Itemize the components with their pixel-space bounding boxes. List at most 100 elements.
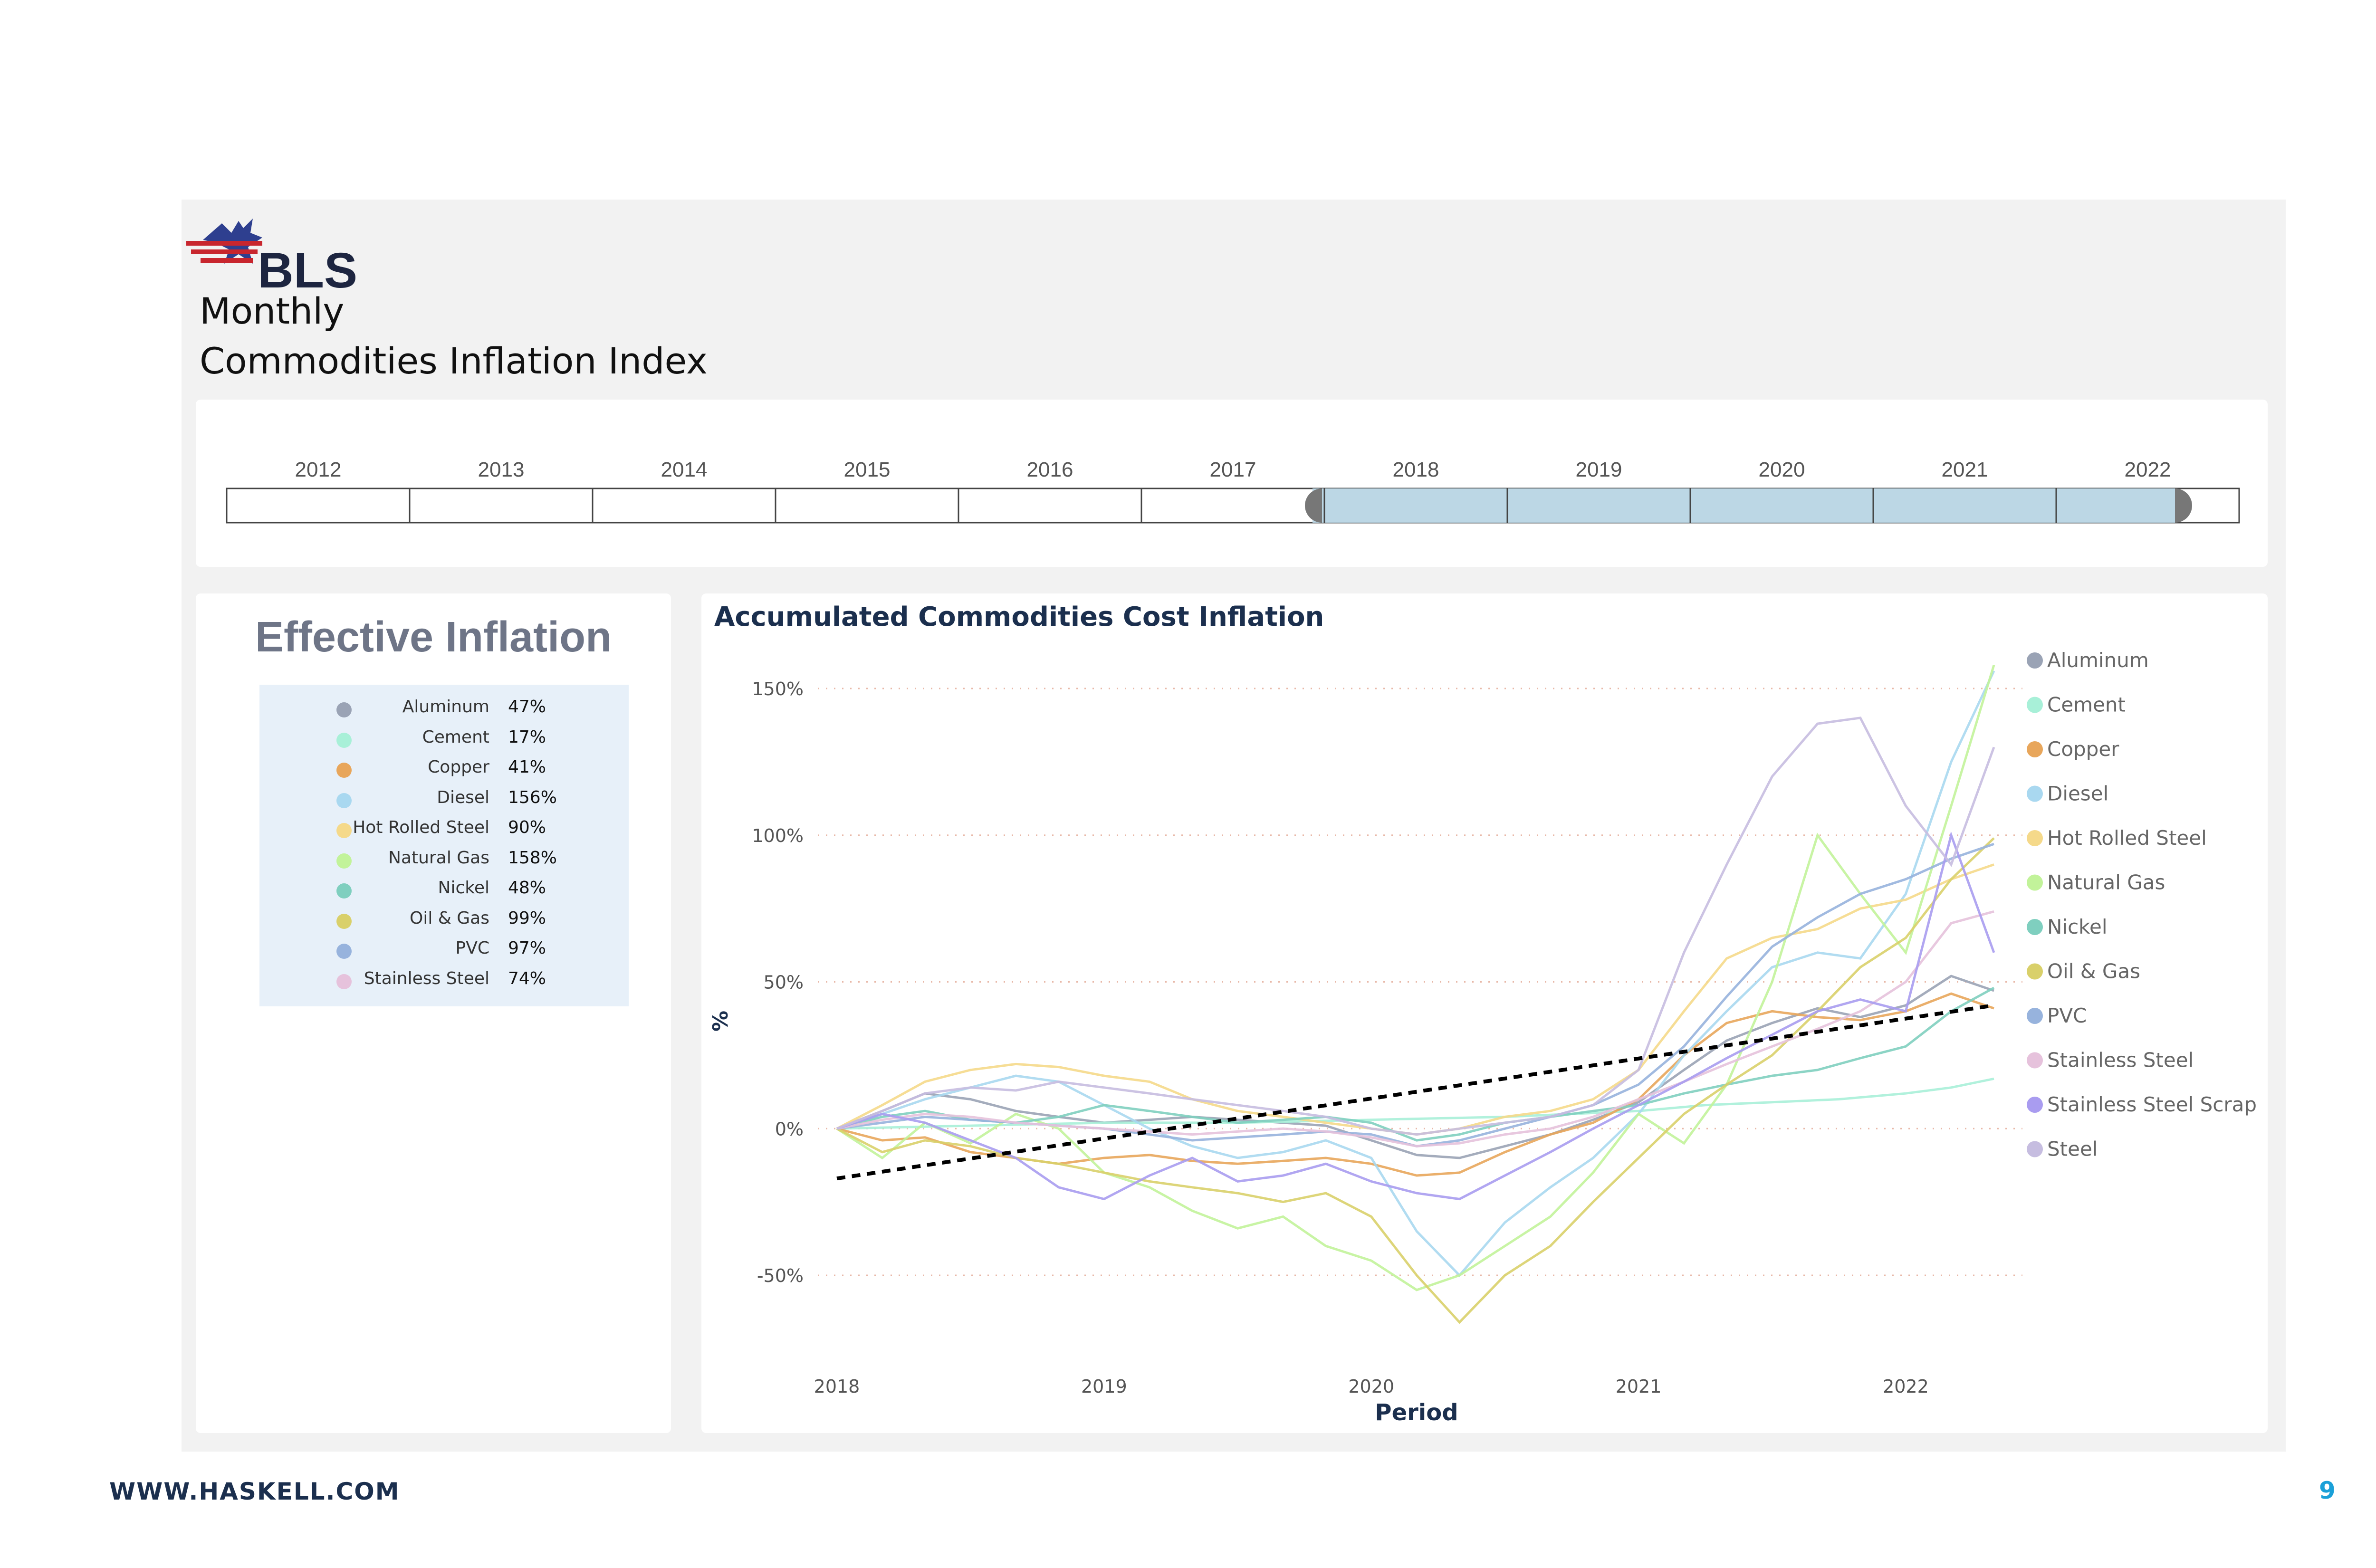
timeline-year-label[interactable]: 2012 [295,458,342,481]
x-tick-label: 2022 [1883,1376,1929,1397]
series-color-dot [336,944,352,959]
inflation-value: 47% [508,697,546,717]
timeline-year-label[interactable]: 2018 [1393,458,1439,481]
timeline-year-label[interactable]: 2014 [661,458,708,481]
series-line-natural-gas [836,664,1995,1291]
effective-inflation-row: Natural Gas 158% [259,845,629,875]
legend-marker [2027,1141,2043,1157]
commodity-name: Nickel [438,878,489,898]
timeline-selected-range[interactable] [1313,488,2175,523]
bls-logo: BLS [186,219,357,292]
legend-marker [2027,1097,2043,1113]
series-line-stainless-steel [836,910,1994,1147]
series-color-dot [336,732,352,748]
series-line-aluminum [836,975,1994,1159]
inflation-value: 158% [508,848,557,868]
timeline-year-label[interactable]: 2013 [478,458,525,481]
commodity-name: Hot Rolled Steel [353,818,489,837]
timeline-card [196,400,2268,567]
inflation-value: 48% [508,878,546,898]
series-color-dot [336,974,352,989]
timeline-end-handle[interactable] [2175,488,2192,523]
timeline-year-label[interactable]: 2021 [1942,458,1988,481]
effective-inflation-table: Aluminum 47% Cement 17% Copper 41% Diesel 156% H… [259,685,629,1006]
timeline-year-label[interactable]: 2022 [2125,458,2171,481]
effective-inflation-row: Cement 17% [259,725,629,755]
y-tick-label: -50% [757,1265,804,1286]
legend-marker [2027,963,2043,980]
legend-label[interactable]: Natural Gas [2047,871,2165,894]
commodity-name: Cement [422,727,489,747]
chart-title: Accumulated Commodities Cost Inflation [714,602,1324,632]
inflation-value: 41% [508,757,546,777]
series-line-cement [836,1077,1994,1130]
series-color-dot [336,702,352,717]
timeline-year-label[interactable]: 2016 [1027,458,1073,481]
x-tick-label: 2019 [1081,1376,1127,1397]
effective-inflation-row: Copper 41% [259,755,629,784]
effective-inflation-title: Effective Inflation [255,613,612,661]
commodity-name: Aluminum [402,697,489,717]
series-line-copper [836,992,1994,1177]
y-axis-title: % [709,1011,733,1032]
inflation-value: 90% [508,818,546,837]
x-tick-label: 2018 [814,1376,860,1397]
commodity-name: Natural Gas [388,848,489,868]
legend-marker [2027,830,2043,846]
bls-logo-text: BLS [258,243,357,292]
inflation-value: 17% [508,727,546,747]
legend-marker [2027,919,2043,935]
legend-label[interactable]: Cement [2047,693,2126,717]
series-color-dot [336,883,352,899]
timeline-start-handle[interactable] [1305,488,1322,523]
legend-marker [2027,697,2043,713]
legend-label[interactable]: Nickel [2047,915,2108,938]
timeline-year-label[interactable]: 2020 [1759,458,1805,481]
timeline-year-label[interactable]: 2019 [1576,458,1622,481]
accumulated-inflation-chart: Accumulated Commodities Cost Inflation 15… [709,602,2257,1426]
effective-inflation-row: Stainless Steel 74% [259,966,629,996]
effective-inflation-row: Diesel 156% [259,785,629,815]
legend-label[interactable]: Oil & Gas [2047,960,2140,983]
series-color-dot [336,763,352,778]
legend-label[interactable]: PVC [2047,1004,2087,1027]
inflation-value: 156% [508,787,557,807]
legend-marker [2027,1052,2043,1069]
legend-marker [2027,652,2043,669]
legend-label[interactable]: Aluminum [2047,649,2149,672]
effective-inflation-row: PVC 97% [259,936,629,966]
effective-inflation-row: Nickel 48% [259,875,629,905]
timeline-year-label[interactable]: 2015 [844,458,891,481]
legend-label[interactable]: Steel [2047,1138,2098,1161]
effective-inflation-row: Hot Rolled Steel 90% [259,815,629,845]
commodity-name: Diesel [437,787,489,807]
series-line-nickel [836,986,1995,1142]
legend-label[interactable]: Diesel [2047,782,2108,805]
report-title-line1: Monthly [200,290,345,332]
y-tick-label: 50% [764,972,804,993]
series-line-diesel [836,670,1995,1277]
series-line-oil-gas [836,837,1995,1324]
x-tick-label: 2020 [1348,1376,1394,1397]
timeline-year-label[interactable]: 2017 [1210,458,1256,481]
legend-label[interactable]: Stainless Steel [2047,1049,2194,1072]
y-tick-label: 0% [775,1119,804,1139]
series-color-dot [336,853,352,869]
y-tick-label: 150% [752,679,804,699]
legend-marker [2027,785,2043,802]
legend-label[interactable]: Copper [2047,737,2119,761]
year-range-slicer[interactable]: 2012 2013 2014 2015 2016 2017 2018 2019 2020 2021… [196,400,2268,567]
legend-marker [2027,874,2043,891]
commodity-name: Oil & Gas [409,908,489,928]
commodity-name: Stainless Steel [364,968,489,988]
inflation-value: 99% [508,908,546,928]
legend-marker [2027,1008,2043,1024]
inflation-value: 97% [508,938,546,958]
y-tick-label: 100% [752,825,804,846]
series-color-dot [336,913,352,929]
footer-url[interactable]: WWW.HASKELL.COM [109,1478,400,1505]
series-line-hot-rolled-steel [836,863,1994,1136]
legend-label[interactable]: Hot Rolled Steel [2047,826,2207,850]
legend-label[interactable]: Stainless Steel Scrap [2047,1093,2257,1116]
commodity-name: PVC [455,938,489,958]
